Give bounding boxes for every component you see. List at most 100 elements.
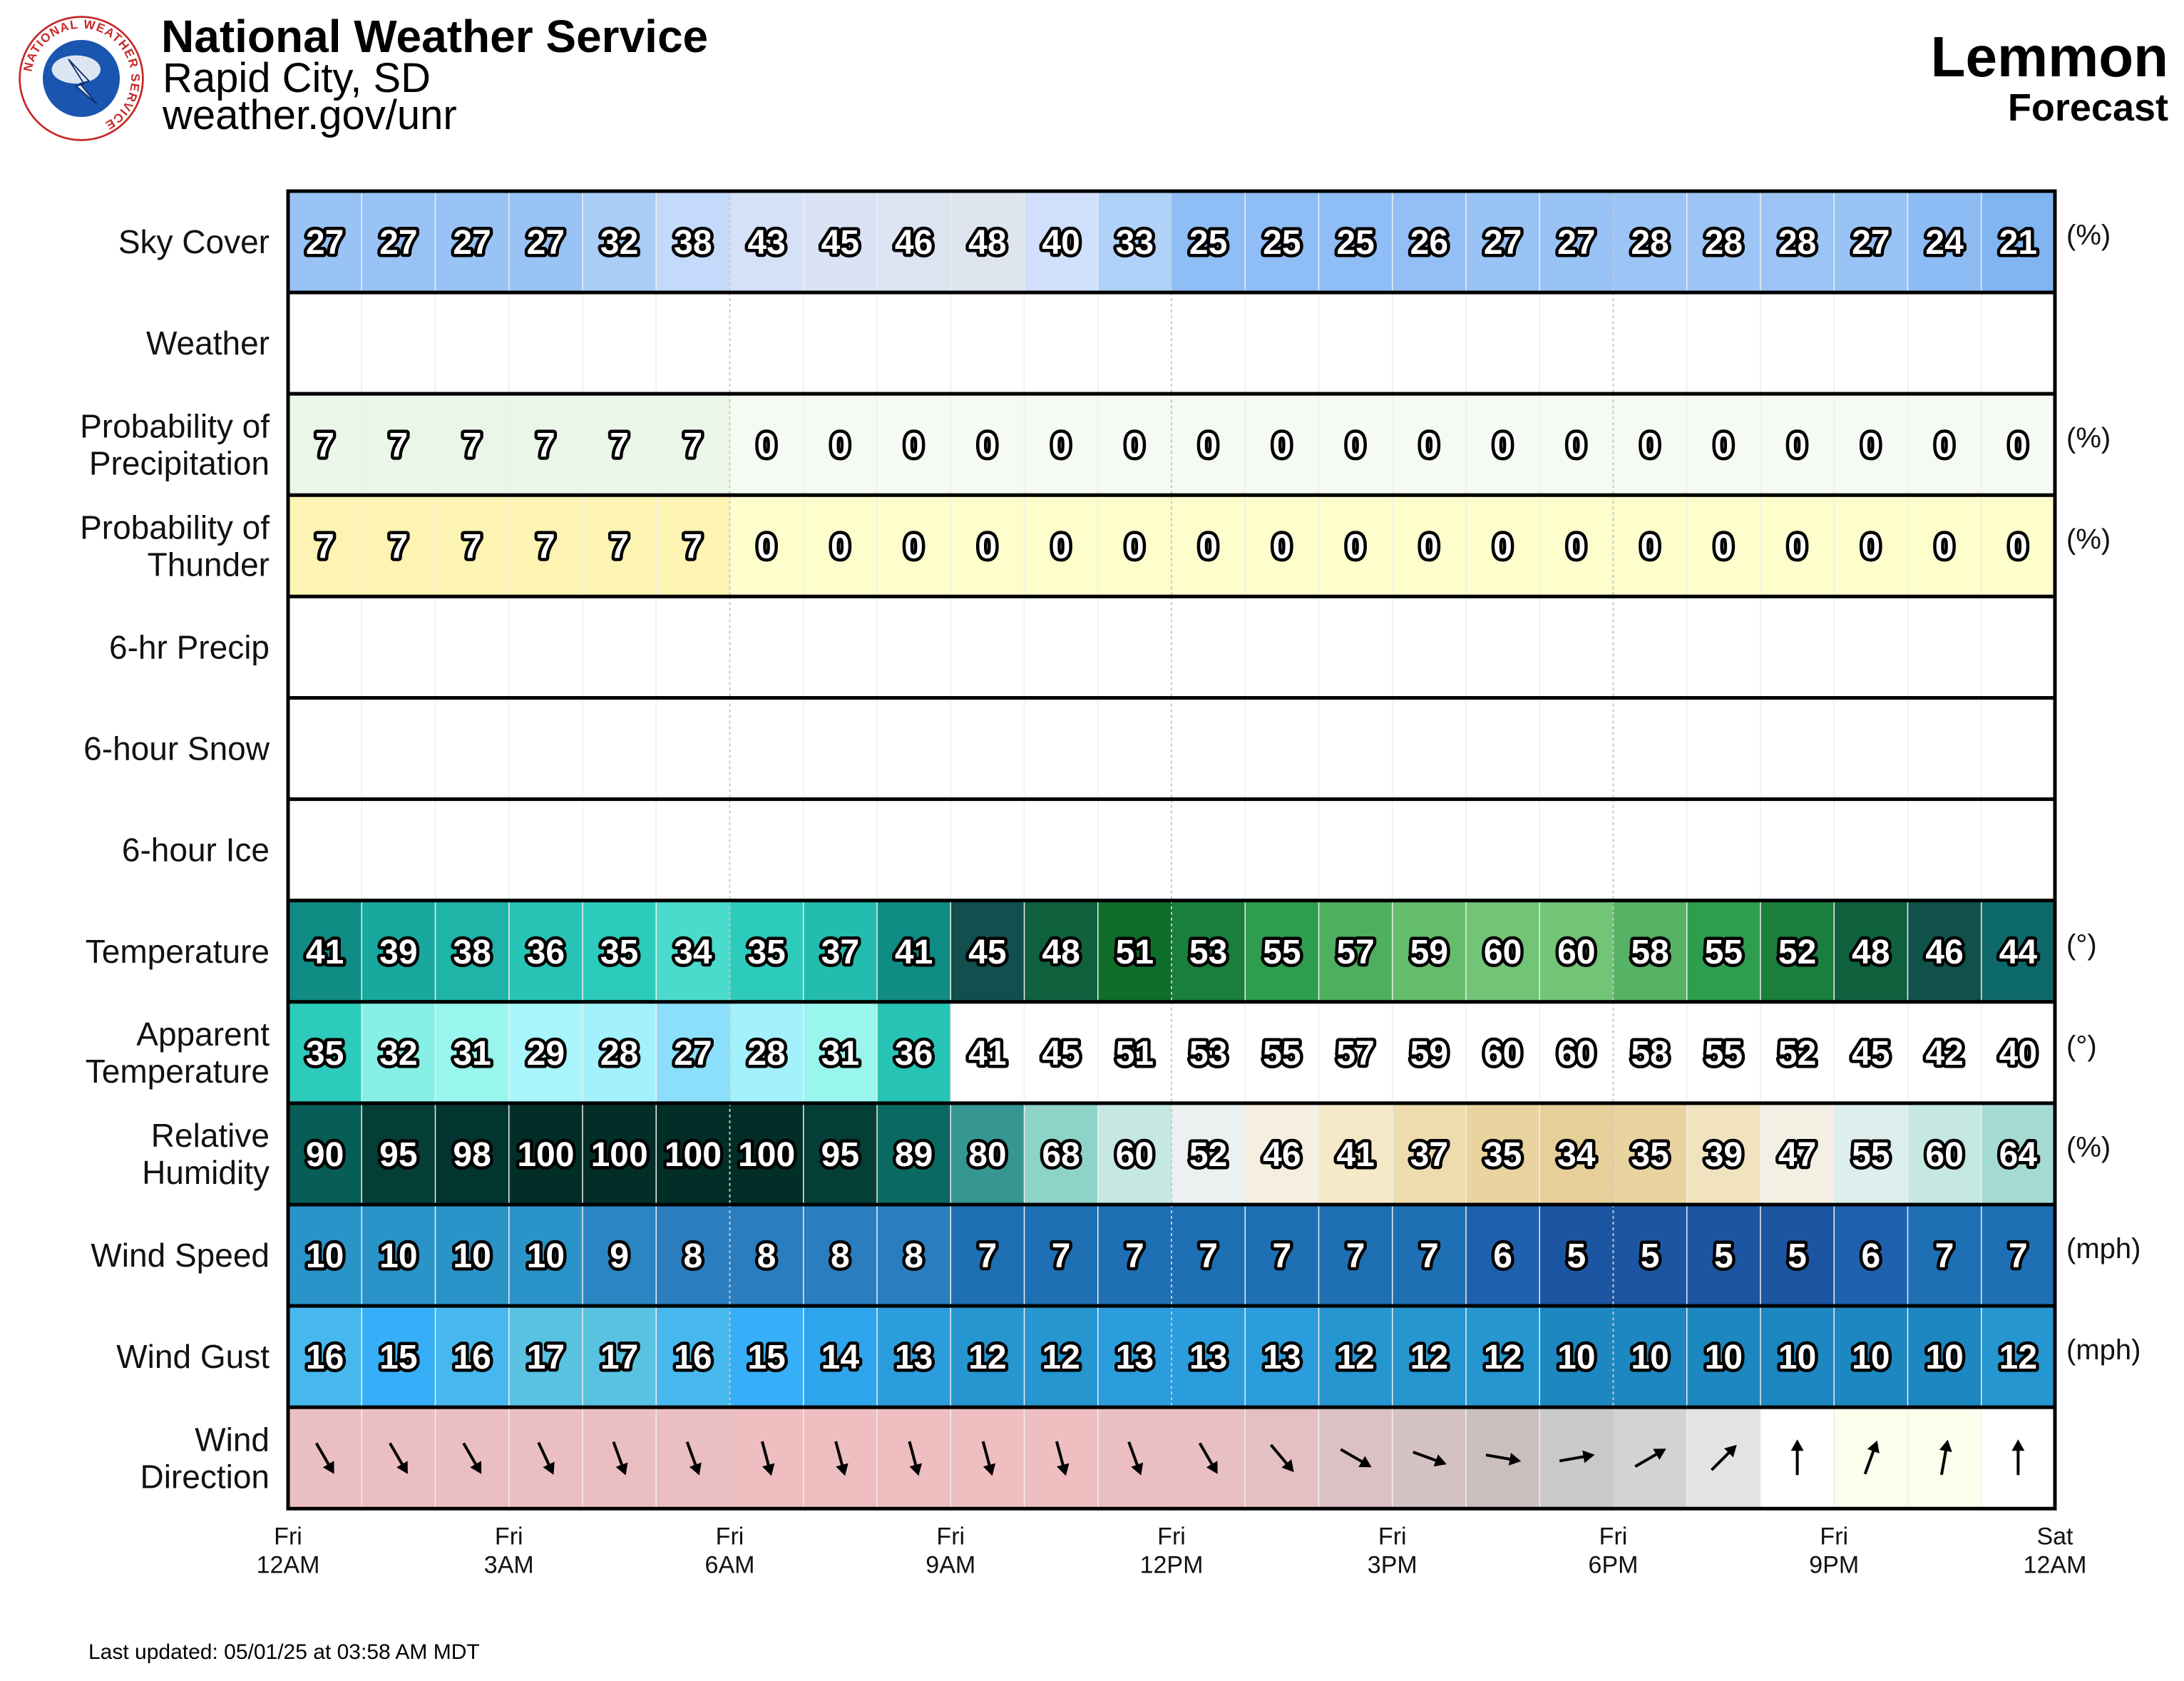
sky-cover-cell [1097, 191, 1172, 293]
apparent-temperature-label-line: Temperature [86, 1053, 270, 1090]
arrow-head [322, 1461, 334, 1474]
wind-gust-value: 10 [1852, 1339, 1890, 1376]
probability-of-precipitation-cell [1613, 394, 1688, 496]
sky-cover-cell [803, 191, 878, 293]
wind-direction-arrow [537, 1441, 555, 1475]
sky-cover-value: 25 [1336, 224, 1374, 262]
temperature-value: 44 [1999, 934, 2038, 971]
apparent-temperature-value: 42 [1925, 1035, 1963, 1073]
probability-of-thunder-cell [435, 495, 510, 597]
relative-humidity-value: 60 [1116, 1136, 1154, 1174]
probability-of-thunder-value: 0 [1788, 528, 1807, 566]
relative-humidity-cell [656, 1103, 731, 1205]
wind-gust-value: 15 [747, 1339, 785, 1376]
6-hr-precip-cell [1907, 596, 1982, 698]
arrow-shaft [1939, 1446, 1948, 1476]
weather-cell [1097, 292, 1172, 394]
office-url[interactable]: weather.gov/unr [163, 92, 457, 138]
relative-humidity-cell [1466, 1103, 1540, 1205]
relative-humidity-cell [803, 1103, 878, 1205]
6-hour-snow-cell [1318, 698, 1393, 799]
wind-gust-value: 12 [968, 1339, 1006, 1376]
wind-speed-value: 6 [1862, 1237, 1881, 1275]
temperature-cell [435, 900, 510, 1002]
wind-gust-value: 10 [1705, 1339, 1743, 1376]
6-hour-snow-cell [729, 698, 804, 799]
6-hour-ice-cell [362, 799, 436, 901]
sky-cover-value: 27 [1557, 224, 1595, 262]
arrow-head [543, 1461, 555, 1475]
temperature-label-line: Temperature [86, 933, 270, 970]
apparent-temperature-value: 58 [1631, 1035, 1668, 1073]
x-tick-day: Fri [495, 1523, 523, 1550]
probability-of-precipitation-cell [1172, 394, 1246, 496]
probability-of-precipitation-cell [435, 394, 510, 496]
6-hr-precip-cell [1024, 596, 1099, 698]
apparent-temperature-cell [1907, 1001, 1982, 1103]
temperature-label: Temperature [86, 933, 270, 970]
temperature-value: 60 [1484, 934, 1522, 971]
sky-cover-cell [508, 191, 583, 293]
relative-humidity-value: 89 [895, 1136, 933, 1174]
arrow-head [1358, 1456, 1372, 1468]
row-wind-gust: Wind Gust (mph) 16 15 16 17 17 16 15 14 13 12 12 13 13… [116, 1304, 2141, 1409]
wind-speed-cell [508, 1205, 583, 1307]
weather-cell [1834, 292, 1909, 394]
temperature-value: 55 [1705, 934, 1743, 971]
apparent-temperature-cell [362, 1001, 436, 1103]
arrow-shaft [1127, 1441, 1140, 1469]
wind-speed-cell [1024, 1205, 1099, 1307]
wind-speed-cell [1981, 1205, 2056, 1307]
weather-cell [435, 292, 510, 394]
wind-gust-cell [1466, 1306, 1540, 1408]
row-6-hour-ice: 6-hour Ice [122, 797, 2057, 903]
wind-direction-arrow [1863, 1440, 1880, 1475]
6-hour-ice-label: 6-hour Ice [122, 832, 270, 869]
probability-of-precipitation-unit: (%) [2066, 422, 2111, 454]
relative-humidity-value: 100 [517, 1136, 574, 1174]
apparent-temperature-cell [803, 1001, 878, 1103]
arrow-shaft [612, 1441, 625, 1469]
row-border [286, 1405, 2057, 1511]
sky-cover-cell [362, 191, 436, 293]
6-hr-precip-cell [729, 596, 804, 698]
arrow-shaft [1055, 1441, 1066, 1470]
relative-humidity-cell [1097, 1103, 1172, 1205]
temperature-value: 38 [453, 934, 491, 971]
relative-humidity-cell [1318, 1103, 1393, 1205]
wind-speed-cell [362, 1205, 436, 1307]
probability-of-precipitation-value: 0 [1714, 426, 1733, 464]
probability-of-thunder-value: 7 [389, 528, 409, 566]
probability-of-precipitation-cell [1466, 394, 1540, 496]
wind-gust-cell [1024, 1306, 1099, 1408]
relative-humidity-value: 90 [306, 1136, 344, 1174]
weather-cell [1539, 292, 1614, 394]
6-hour-snow-cell [288, 698, 362, 799]
relative-humidity-value: 37 [1410, 1136, 1448, 1174]
apparent-temperature-value: 41 [968, 1035, 1006, 1073]
wind-direction-arrow [1340, 1448, 1372, 1468]
probability-of-precipitation-cell [508, 394, 583, 496]
row-relative-humidity: Relative Humidity (%) 90 95 98 100 100 100 100 95 8… [142, 1101, 2111, 1207]
apparent-temperature-unit: (°) [2066, 1031, 2097, 1062]
wind-gust-value: 12 [1042, 1339, 1080, 1376]
row-apparent-temperature: Apparent Temperature (°) 35 32 31 29 28 27 28 31 36… [86, 1000, 2097, 1105]
temperature-cell [1392, 900, 1467, 1002]
probability-of-precipitation-cell [729, 394, 804, 496]
wind-direction-arrow [685, 1441, 702, 1476]
6-hour-snow-cell [435, 698, 510, 799]
6-hr-precip-cell [1318, 596, 1393, 698]
sky-cover-value: 24 [1925, 224, 1964, 262]
probability-of-precipitation-value: 7 [389, 426, 409, 464]
wind-speed-value: 7 [1346, 1237, 1365, 1275]
6-hour-ice-cell [1172, 799, 1246, 901]
arrow-shaft [462, 1442, 479, 1469]
6-hour-snow-cell [508, 698, 583, 799]
sky-cover-value: 25 [1189, 224, 1227, 262]
temperature-value: 34 [674, 934, 712, 971]
relative-humidity-cell [1907, 1103, 1982, 1205]
weather-cell [803, 292, 878, 394]
wind-direction-arrow [1634, 1448, 1666, 1468]
wind-direction-arrow [1939, 1439, 1952, 1476]
probability-of-thunder-value: 0 [978, 528, 998, 566]
